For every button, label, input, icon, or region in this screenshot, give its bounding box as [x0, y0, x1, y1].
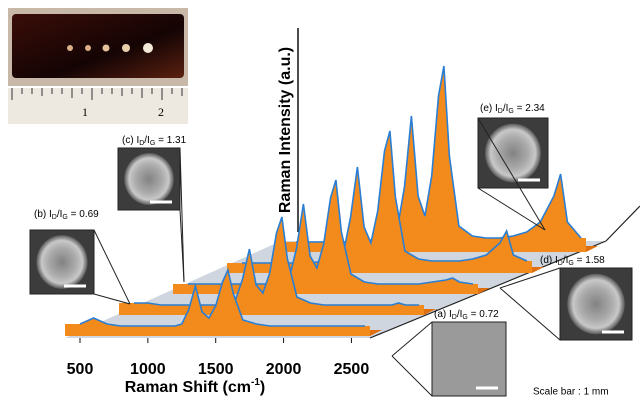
inset-label-part: = 1.58	[574, 255, 605, 266]
sample-photo: 1 2	[8, 8, 188, 124]
x-axis-title: Raman Shift (cm-1)	[125, 377, 265, 397]
inset-label: (d) ID/IG = 1.58	[540, 255, 605, 267]
inset-spot	[124, 153, 174, 205]
sample-slab	[12, 14, 184, 78]
inset-label-part: (c) I	[122, 135, 139, 146]
sample-spot	[143, 43, 153, 53]
inset-connector	[500, 288, 560, 340]
inset-label-part: = 1.31	[155, 135, 186, 146]
inset-label-part: (d) I	[540, 255, 558, 266]
x-tick-label: 1000	[130, 361, 166, 378]
inset-connector	[94, 230, 130, 304]
inset-frame	[432, 322, 506, 396]
inset-label: (a) ID/IG = 0.72	[434, 309, 499, 321]
sample-spot	[122, 44, 130, 52]
sample-spot	[85, 45, 91, 51]
inset-label: (b) ID/IG = 0.69	[34, 209, 99, 221]
x-tick-label: 2500	[334, 361, 370, 378]
x-tick-label: 500	[67, 361, 94, 378]
ruler-label: 1	[82, 105, 88, 119]
inset-label-part: (a) I	[434, 309, 452, 320]
inset-spot	[36, 235, 87, 289]
inset-connector	[478, 188, 545, 230]
inset-label-part: = 0.72	[468, 309, 499, 320]
sem-inset: (c) ID/IG = 1.31	[118, 135, 187, 282]
figure: 1 2 Raman Intensity (a.u.) 500 1000 1500 200…	[0, 0, 640, 401]
inset-label-part: = 0.69	[68, 209, 99, 220]
x-tick-label: 2000	[266, 361, 302, 378]
scale-note: Scale bar : 1 mm	[533, 387, 609, 398]
y-axis-title: Raman Intensity (a.u.)	[277, 47, 294, 213]
inset-spot	[485, 124, 541, 183]
inset-label-part: (b) I	[34, 209, 52, 220]
x-axis-title-part: Raman Shift (cm	[125, 379, 251, 396]
ruler-label: 2	[158, 105, 164, 119]
sem-inset: (b) ID/IG = 0.69	[30, 209, 130, 304]
inset-connector	[392, 356, 432, 396]
inset-connector	[94, 294, 130, 304]
x-axis-title-part: )	[260, 379, 265, 396]
x-tick-label: 1500	[198, 361, 234, 378]
inset-spot	[567, 274, 625, 334]
sample-spot	[67, 45, 73, 51]
sem-inset: (e) ID/IG = 2.34	[478, 103, 548, 230]
inset-label-part: = 2.34	[514, 103, 545, 114]
depth-edge	[606, 206, 640, 241]
inset-label: (e) ID/IG = 2.34	[480, 103, 545, 115]
sample-spot	[103, 45, 110, 52]
inset-label: (c) ID/IG = 1.31	[122, 135, 187, 147]
inset-label-part: (e) I	[480, 103, 498, 114]
